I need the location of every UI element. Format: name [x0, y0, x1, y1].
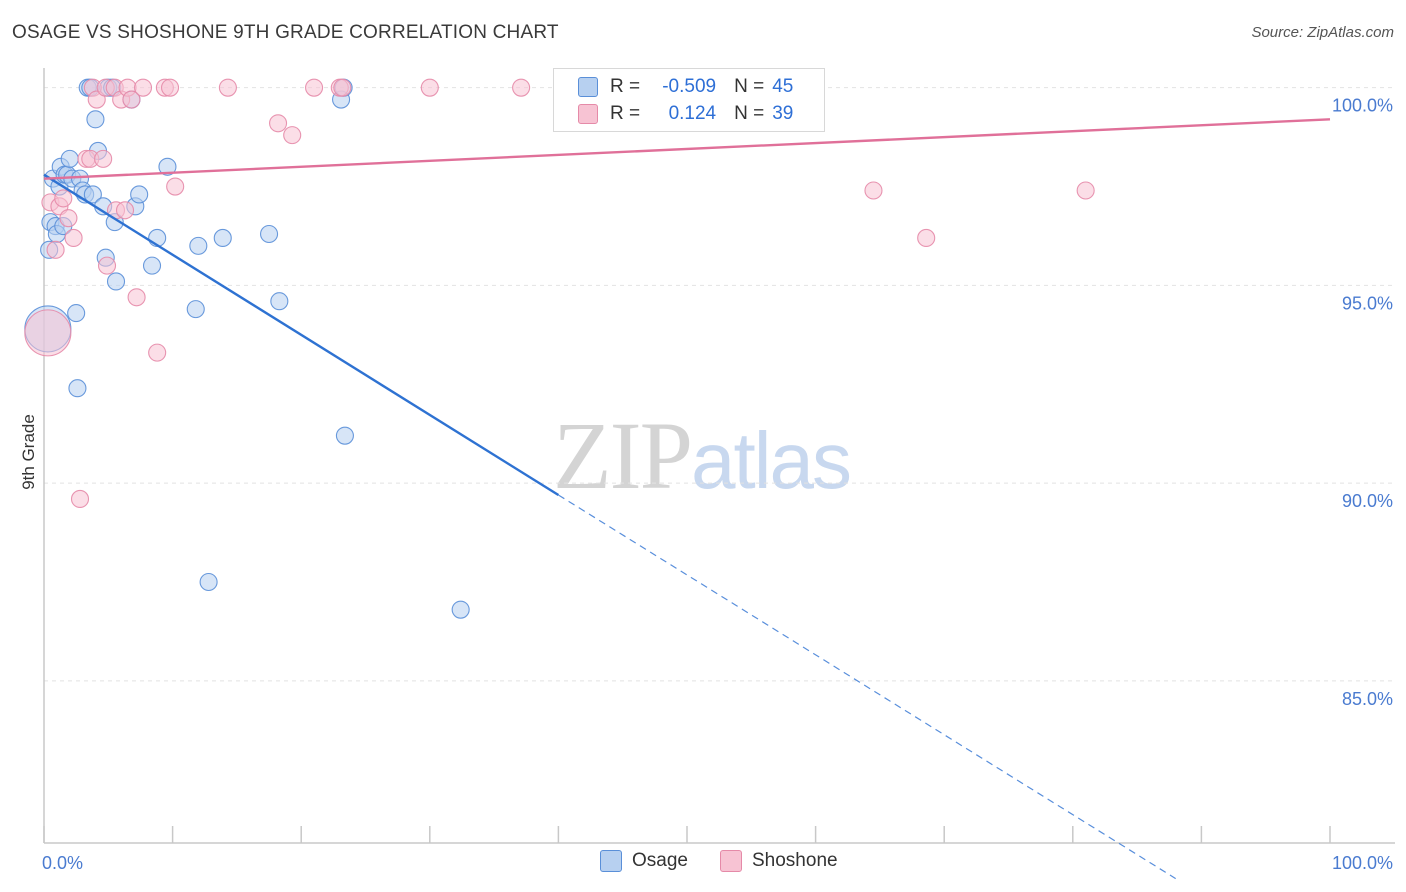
y-tick-label: 90.0% — [1342, 491, 1393, 511]
osage-point — [106, 272, 126, 291]
legend-row-shoshone: R = 0.124 N = 39 — [578, 101, 793, 127]
shoshone-point — [218, 78, 237, 97]
osage-point — [451, 600, 470, 619]
legend-n-label: N = — [734, 103, 765, 124]
shoshone-point — [269, 114, 288, 133]
legend-r-label: R = — [610, 103, 641, 124]
legend-item-osage[interactable]: Osage — [600, 850, 688, 872]
y-tick-label: 100.0% — [1332, 96, 1393, 116]
osage-point — [60, 149, 79, 168]
osage-point — [270, 292, 289, 311]
osage-point — [199, 572, 218, 592]
osage-trendline-extension — [558, 494, 1176, 880]
shoshone-point — [166, 177, 185, 196]
watermark-zip: ZIP — [553, 402, 693, 509]
x-tick-label: 100.0% — [1332, 853, 1393, 873]
watermark: ZIPatlas — [553, 400, 852, 511]
correlation-legend: R = -0.509 N = 45 R = 0.124 N = 39 — [553, 68, 825, 132]
y-tick-label: 95.0% — [1342, 293, 1393, 313]
grid-layer — [44, 87, 1395, 682]
shoshone-point — [97, 256, 117, 275]
x-tick-label: 0.0% — [42, 853, 83, 873]
osage-point — [158, 157, 177, 176]
osage-point — [130, 185, 149, 204]
y-axis-title: 9th Grade — [19, 414, 38, 490]
label-layer: 100.0% 95.0% 90.0% 85.0% 0.0% 100.0% 9th Grade — [19, 96, 1393, 873]
osage-swatch — [578, 77, 598, 97]
shoshone-point — [305, 78, 324, 97]
shoshone-point — [333, 78, 352, 97]
osage-point — [186, 300, 205, 319]
osage-trendline — [43, 173, 560, 497]
osage-point — [67, 304, 86, 323]
legend-row-osage: R = -0.509 N = 45 — [578, 74, 793, 100]
shoshone-point — [94, 149, 113, 168]
shoshone-point — [512, 78, 531, 97]
shoshone-point — [148, 343, 167, 362]
y-tick-label: 85.0% — [1342, 689, 1393, 709]
watermark-atlas: atlas — [691, 416, 852, 505]
shoshone-point — [122, 90, 141, 109]
source-label: Source: ZipAtlas.com — [1251, 24, 1394, 41]
osage-point — [259, 224, 279, 244]
osage-legend-swatch — [600, 850, 622, 872]
shoshone-legend-label: Shoshone — [752, 850, 838, 871]
osage-point — [86, 110, 105, 129]
osage-point — [83, 185, 102, 204]
shoshone-point — [133, 78, 153, 97]
shoshone-point — [46, 240, 65, 259]
legend-item-shoshone[interactable]: Shoshone — [720, 850, 838, 872]
osage-point — [189, 236, 208, 255]
shoshone-point — [24, 309, 72, 357]
shoshone-point — [917, 228, 936, 248]
legend-n-value: 39 — [772, 103, 794, 124]
legend-r-label: R = — [610, 76, 641, 97]
series-legend: Osage Shoshone — [0, 850, 1406, 878]
axis-layer — [43, 68, 1395, 844]
shoshone-point — [70, 489, 90, 509]
osage-point — [68, 379, 87, 398]
legend-r-value: 0.124 — [668, 103, 717, 124]
shoshone-point — [127, 288, 146, 307]
point-layer — [24, 78, 1095, 619]
shoshone-point — [54, 189, 73, 208]
shoshone-swatch — [578, 104, 598, 124]
chart-title: OSAGE VS SHOSHONE 9TH GRADE CORRELATION … — [12, 22, 559, 43]
osage-point — [213, 228, 232, 248]
shoshone-trendline — [43, 118, 1331, 180]
legend-n-label: N = — [734, 76, 765, 97]
shoshone-point — [160, 78, 180, 97]
osage-point — [335, 426, 354, 445]
legend-n-value: 45 — [772, 76, 794, 97]
shoshone-point — [1076, 181, 1095, 200]
shoshone-point — [283, 126, 302, 145]
shoshone-point — [59, 209, 78, 228]
osage-point — [142, 256, 162, 275]
shoshone-point — [864, 181, 883, 200]
trend-layer — [43, 118, 1331, 880]
shoshone-point — [115, 201, 135, 220]
legend-r-value: -0.509 — [662, 76, 717, 97]
shoshone-point — [64, 228, 83, 248]
shoshone-legend-swatch — [720, 850, 742, 872]
osage-legend-label: Osage — [632, 850, 688, 871]
shoshone-point — [420, 78, 439, 97]
